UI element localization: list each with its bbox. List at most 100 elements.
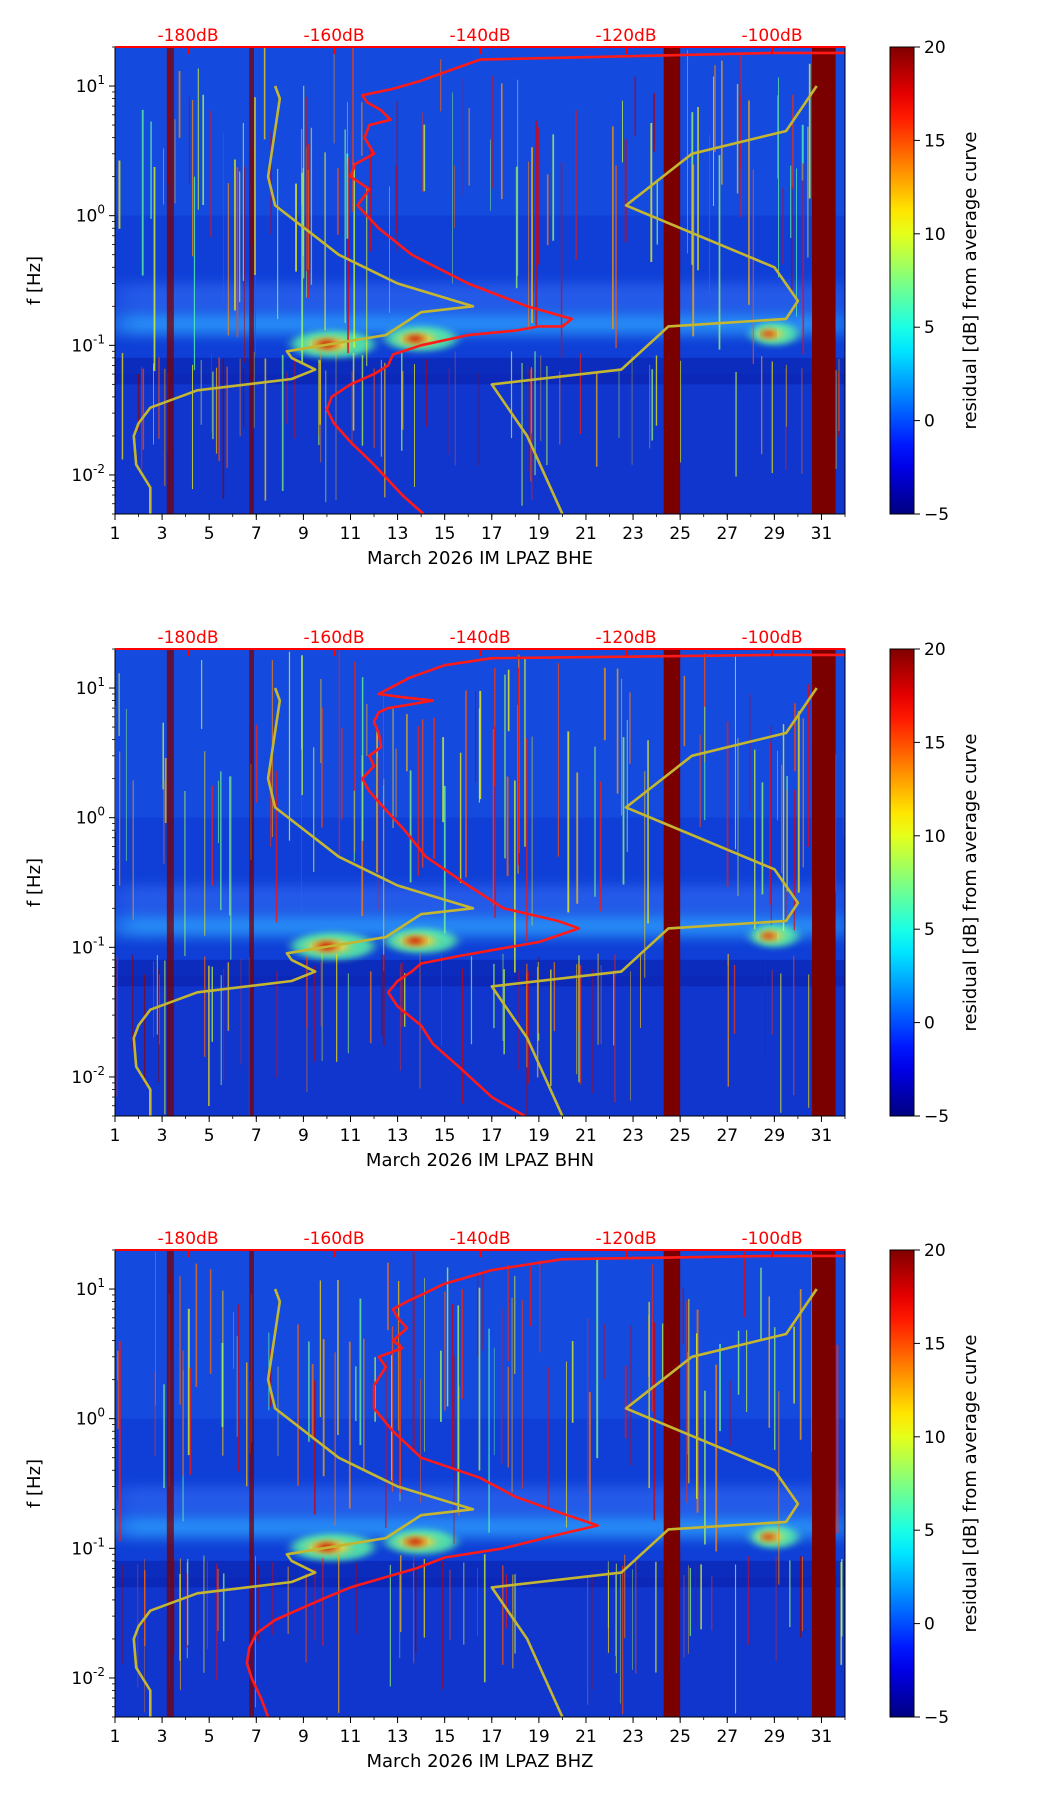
top-axis-label: -100dB <box>741 628 802 648</box>
colorbar: −5 0 5 10 15 20 residual [dB] from average cur… <box>889 1241 981 1728</box>
x-axis-label: March 2026 IM LPAZ BHN <box>366 1150 594 1171</box>
x-tick-label: 21 <box>575 1126 597 1146</box>
low-frequency-zone <box>115 976 845 1116</box>
colorbar-tick-label: 15 <box>924 733 946 753</box>
x-tick-label: 31 <box>811 1727 833 1747</box>
y-tick-label: 101 <box>76 1276 105 1300</box>
y-tick-label: 101 <box>76 675 105 699</box>
top-axis-label: -120dB <box>595 1229 656 1249</box>
top-axis-label: -180dB <box>157 1229 218 1249</box>
colorbar-tick-label: 20 <box>924 640 946 660</box>
storm-2-peak <box>407 936 423 945</box>
data-gap-band <box>166 1250 174 1717</box>
low-noise-model-curve <box>132 85 475 514</box>
x-tick-label: 11 <box>340 1126 362 1146</box>
low-noise-model-curve <box>132 687 475 1116</box>
y-tick-label: 10-2 <box>71 1665 105 1689</box>
x-axis-label: March 2026 IM LPAZ BHE <box>367 548 593 569</box>
y-tick-label: 10-1 <box>71 332 105 356</box>
data-gap-band <box>663 47 681 514</box>
colorbar-tick-label: −5 <box>924 1107 949 1127</box>
x-tick-label: 31 <box>811 524 833 544</box>
x-tick-label: 3 <box>157 524 168 544</box>
x-tick-label: 29 <box>764 1126 786 1146</box>
y-tick-label: 100 <box>76 805 105 829</box>
colorbar-tick-label: 5 <box>924 1521 935 1541</box>
colorbar-tick-label: 20 <box>924 38 946 58</box>
x-tick-label: 15 <box>434 1727 456 1747</box>
x-tick-label: 5 <box>204 524 215 544</box>
y-tick-label: 100 <box>76 1406 105 1430</box>
top-axis-label: -180dB <box>157 26 218 46</box>
x-tick-label: 7 <box>251 1126 262 1146</box>
data-gap-band <box>166 47 174 514</box>
colorbar-gradient <box>889 46 915 515</box>
data-gap-band <box>663 649 681 1116</box>
plot-area <box>115 47 845 514</box>
quiet-band <box>115 1560 845 1588</box>
quiet-band <box>115 959 845 987</box>
high-noise-model-curve <box>490 85 818 514</box>
x-tick-label: 23 <box>622 1727 644 1747</box>
colorbar-tick-label: 0 <box>924 1014 935 1034</box>
x-tick-label: 3 <box>157 1727 168 1747</box>
colorbar-tick-label: −5 <box>924 1708 949 1728</box>
x-tick-label: 5 <box>204 1727 215 1747</box>
x-tick-label: 17 <box>481 524 503 544</box>
y-tick-label: 10-1 <box>71 1535 105 1559</box>
colorbar-tick-label: 5 <box>924 318 935 338</box>
data-gap-band <box>812 649 836 1116</box>
high-noise-model-curve <box>490 1288 818 1717</box>
x-axis-label: March 2026 IM LPAZ BHZ <box>367 1751 594 1772</box>
x-tick-label: 15 <box>434 524 456 544</box>
storm-2-peak <box>407 334 423 343</box>
colorbar-gradient <box>889 1249 915 1718</box>
microseism-band <box>115 1515 845 1539</box>
y-axis-label: f [Hz] <box>24 1459 45 1508</box>
high-frequency-zone <box>115 47 845 216</box>
x-tick-label: 9 <box>298 524 309 544</box>
colorbar: −5 0 5 10 15 20 residual [dB] from average cur… <box>889 640 981 1127</box>
storm-3-peak <box>763 932 774 940</box>
plot-area <box>115 1250 845 1717</box>
x-tick-label: 13 <box>387 1727 409 1747</box>
x-tick-label: 13 <box>387 524 409 544</box>
data-gap-band <box>166 649 174 1116</box>
microseism-band <box>115 312 845 336</box>
low-frequency-zone <box>115 1577 845 1717</box>
x-tick-label: 21 <box>575 1727 597 1747</box>
colorbar-tick-label: 0 <box>924 412 935 432</box>
colorbar-tick-label: 5 <box>924 920 935 940</box>
y-tick-label: 10-1 <box>71 934 105 958</box>
data-gap-band <box>812 1250 836 1717</box>
station-psd-curve <box>325 51 845 514</box>
station-psd-curve <box>360 653 845 1116</box>
x-tick-label: 1 <box>110 1126 121 1146</box>
x-tick-label: 19 <box>528 524 550 544</box>
x-tick-label: 19 <box>528 1126 550 1146</box>
x-tick-label: 7 <box>251 524 262 544</box>
low-frequency-zone <box>115 374 845 514</box>
y-tick-label: 10-2 <box>71 462 105 486</box>
x-tick-label: 29 <box>764 524 786 544</box>
data-gap-band <box>249 649 254 1116</box>
x-tick-label: 21 <box>575 524 597 544</box>
plot-area <box>115 649 845 1116</box>
x-tick-label: 9 <box>298 1727 309 1747</box>
colorbar-gradient <box>889 648 915 1117</box>
quiet-band <box>115 357 845 385</box>
data-gap-band <box>812 47 836 514</box>
top-axis-label: -120dB <box>595 628 656 648</box>
data-gap-band <box>663 1250 681 1717</box>
x-tick-label: 31 <box>811 1126 833 1146</box>
x-tick-label: 25 <box>669 524 691 544</box>
top-axis-label: -120dB <box>595 26 656 46</box>
x-tick-label: 9 <box>298 1126 309 1146</box>
x-tick-label: 17 <box>481 1727 503 1747</box>
colorbar-tick-label: 20 <box>924 1241 946 1261</box>
colorbar-tick-label: 10 <box>924 827 946 847</box>
